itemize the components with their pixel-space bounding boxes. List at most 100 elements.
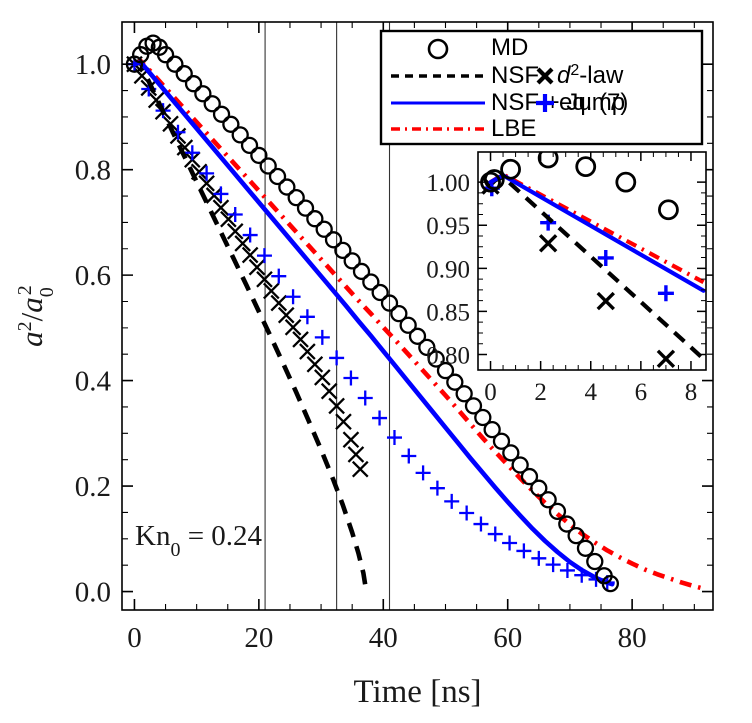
- eq7-plus-marker: [487, 526, 503, 542]
- md-circle-marker: [408, 327, 427, 345]
- eq7-plus-marker: [444, 493, 460, 509]
- eq7-plus-marker: [357, 390, 373, 406]
- eq7-plus-marker: [372, 410, 388, 426]
- md-circle-marker: [390, 304, 408, 323]
- eq7-plus-marker: [386, 430, 402, 446]
- md-circle-marker: [371, 283, 389, 302]
- md-circle-marker: [306, 210, 324, 228]
- line-dashdot: [133, 58, 708, 592]
- x-tick-label: 60: [493, 622, 522, 654]
- md-circle-marker: [334, 241, 352, 259]
- md-circle-marker: [483, 169, 505, 190]
- md-circle-marker: [418, 338, 436, 357]
- md-circle-marker: [576, 539, 595, 557]
- md-circle-marker: [492, 432, 511, 450]
- eq7-plus-marker: [299, 309, 315, 325]
- md-circle-marker: [483, 420, 501, 439]
- md-circle-marker: [502, 444, 520, 462]
- legend-label-nsf-jump: NSF + Jump: [491, 89, 625, 116]
- md-circle-marker: [615, 171, 637, 193]
- md-circle-marker: [362, 273, 380, 291]
- y-tick-label: 0.6: [75, 260, 111, 292]
- legend-label-eq7: eq. (7): [559, 89, 628, 116]
- d2law-cross-marker: [596, 291, 615, 311]
- md-circle-marker: [184, 75, 203, 93]
- d2law-cross-marker: [314, 369, 331, 386]
- line-solid: [132, 59, 615, 587]
- md-circle-marker: [343, 252, 361, 270]
- y-tick-label: 0.4: [75, 366, 112, 398]
- d2law-cross-marker: [342, 431, 360, 448]
- inset-y-tick-label: 0.90: [426, 256, 470, 283]
- md-circle-marker: [500, 158, 521, 180]
- md-circle-marker: [259, 157, 277, 175]
- line-dashed: [133, 60, 369, 590]
- d2law-cross-marker: [262, 282, 280, 300]
- md-circle-marker: [464, 397, 483, 415]
- x-tick-label: 40: [369, 622, 398, 654]
- legend-label-nsf: NSF: [491, 62, 539, 89]
- legend-label-d2law: d2-law: [557, 62, 624, 90]
- d2law-cross-marker: [212, 199, 230, 216]
- md-circle-marker: [539, 491, 557, 509]
- y-axis-title-text: a2/a02: [14, 285, 58, 347]
- plot-frame: [121, 21, 714, 611]
- md-circle-marker: [324, 231, 343, 249]
- d2law-cross-marker: [351, 460, 369, 478]
- eq7-plus-marker: [285, 289, 301, 305]
- eq7-plus-marker: [473, 516, 489, 532]
- x-tick-label: 20: [244, 622, 273, 654]
- y-title-slash: /: [14, 312, 49, 321]
- series-nsf-jump: [132, 59, 615, 587]
- eq7-plus-marker: [329, 350, 345, 366]
- d2law-cross-marker: [277, 306, 295, 324]
- md-circle-marker: [658, 199, 679, 221]
- md-circle-marker: [315, 220, 333, 238]
- kn-annotation-sub: 0: [170, 539, 180, 561]
- x-tick-label: 0: [127, 622, 142, 654]
- d2law-cross-marker: [205, 187, 223, 204]
- md-circle-marker: [222, 115, 240, 133]
- md-circle-marker: [427, 350, 445, 368]
- inset-y-tick-label: 0.85: [426, 299, 470, 326]
- d2law-cross-marker: [292, 331, 309, 348]
- eq7-plus-marker: [314, 329, 330, 345]
- eq7-plus-marker: [559, 562, 575, 578]
- y-tick-label: 0.2: [75, 471, 111, 503]
- md-circle-marker: [194, 85, 212, 103]
- inset-x-tick-label: 6: [635, 379, 648, 406]
- eq7-plus-marker: [531, 550, 547, 566]
- md-circle-marker: [287, 188, 305, 207]
- eq7-plus-marker: [213, 186, 229, 202]
- md-circle-marker: [455, 385, 473, 403]
- d2law-cross-marker: [284, 319, 302, 336]
- md-circle-marker: [530, 479, 548, 497]
- eq7-plus-marker: [415, 465, 431, 481]
- legend-label-md: MD: [491, 34, 528, 61]
- eq7-plus-marker: [184, 145, 200, 161]
- eq7-plus-marker: [242, 227, 258, 243]
- d2law-cross-marker: [256, 271, 273, 288]
- d2law-cross-marker: [335, 413, 352, 431]
- y-tick-label: 0.8: [75, 155, 111, 187]
- kn-annotation-kn: Kn: [135, 520, 171, 552]
- md-circle-marker: [586, 552, 604, 571]
- kn-annotation: Kn0 = 0.24: [135, 520, 263, 561]
- d2law-cross-marker: [241, 246, 259, 264]
- md-circle-marker: [537, 152, 559, 169]
- inset-x-tick-label: 8: [685, 379, 698, 406]
- eq7-plus-marker: [502, 535, 518, 551]
- md-circle-marker: [474, 408, 492, 427]
- inset-y-tick-label: 0.95: [426, 213, 470, 240]
- inset-plot: 0 2 4 6 8 0.80 0.85 0.90 0.95 1.00: [426, 151, 707, 406]
- md-circle-marker: [380, 294, 399, 312]
- y-title-sup2: 2: [14, 285, 36, 295]
- d2law-cross-marker: [234, 235, 252, 252]
- legend-plus-marker: [536, 94, 554, 112]
- y-title-a: a: [14, 331, 49, 347]
- d2law-cross-marker: [538, 234, 558, 253]
- legend-label-lbe: LBE: [491, 115, 536, 142]
